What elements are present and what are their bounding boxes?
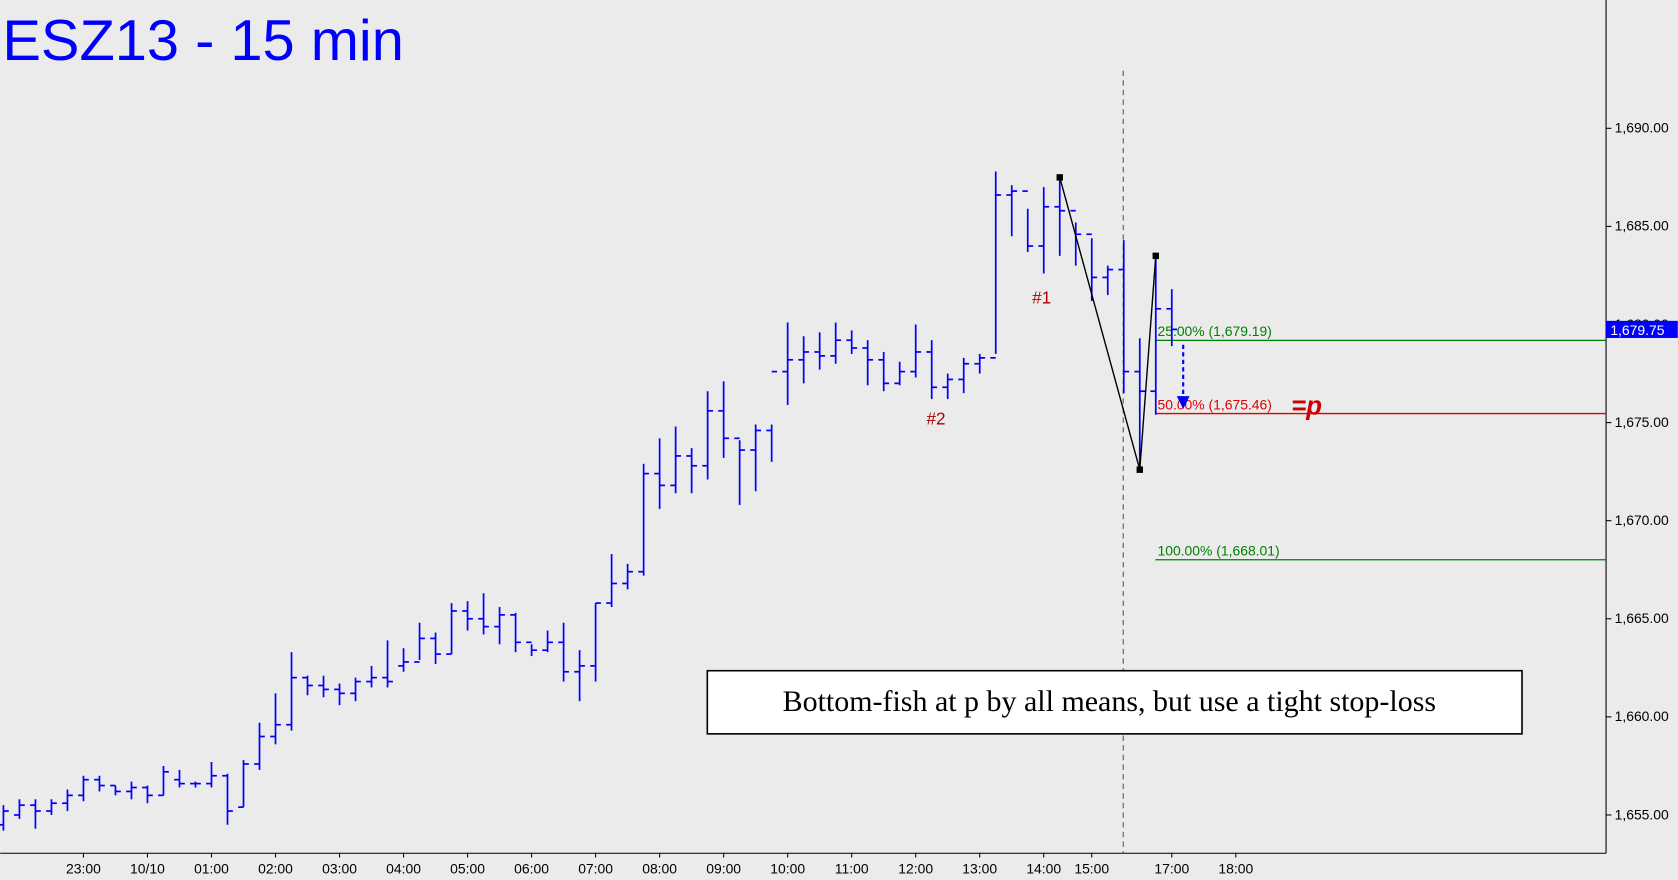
last-price-label: 1,679.75 [1610,322,1664,338]
y-tick-label: 1,660.00 [1615,708,1669,724]
last-price-tag [1606,320,1678,338]
note-text: Bottom-fish at p by all means, but use a… [783,685,1436,718]
x-tick-label: 08:00 [642,861,677,877]
pivot-label: #2 [926,410,945,429]
swing-point [1056,174,1063,181]
x-tick-label: 14:00 [1026,861,1061,877]
y-tick-label: 1,675.00 [1615,414,1669,430]
note-box [706,669,1523,735]
x-tick-label: 23:00 [66,861,101,877]
swing-point [1136,466,1143,473]
x-tick-label: 05:00 [450,861,485,877]
x-tick-label: 07:00 [578,861,613,877]
pivot-label: #1 [1032,288,1051,307]
x-tick-label: 01:00 [194,861,229,877]
x-tick-label: 09:00 [706,861,741,877]
x-tick-label: 04:00 [386,861,421,877]
x-tick-label: 11:00 [835,861,869,877]
x-tick-label: 12:00 [898,861,933,877]
x-tick-label: 10/10 [130,861,165,877]
chart-title: ESZ13 - 15 min [2,9,404,73]
x-tick-label: 18:00 [1218,861,1253,877]
arrow-head [1176,396,1190,409]
x-tick-label: 03:00 [322,861,357,877]
y-tick-label: 1,665.00 [1615,610,1669,626]
y-tick-label: 1,685.00 [1615,218,1669,234]
fib-label: 100.00% (1,668.01) [1157,542,1279,558]
x-tick-label: 10:00 [770,861,805,877]
x-tick-label: 02:00 [258,861,293,877]
x-tick-label: 15:00 [1074,861,1109,877]
x-tick-label: 13:00 [962,861,997,877]
fib-label: 25.00% (1,679.19) [1157,323,1271,339]
y-tick-label: 1,655.00 [1615,806,1669,822]
x-tick-label: 17:00 [1154,861,1189,877]
y-tick-label: 1,690.00 [1615,120,1669,136]
y-tick-label: 1,670.00 [1615,512,1669,528]
x-tick-label: 06:00 [514,861,549,877]
p-marker: =p [1291,393,1322,421]
swing-point [1152,252,1159,260]
fib-label: 50.00% (1,675.46) [1157,396,1271,412]
